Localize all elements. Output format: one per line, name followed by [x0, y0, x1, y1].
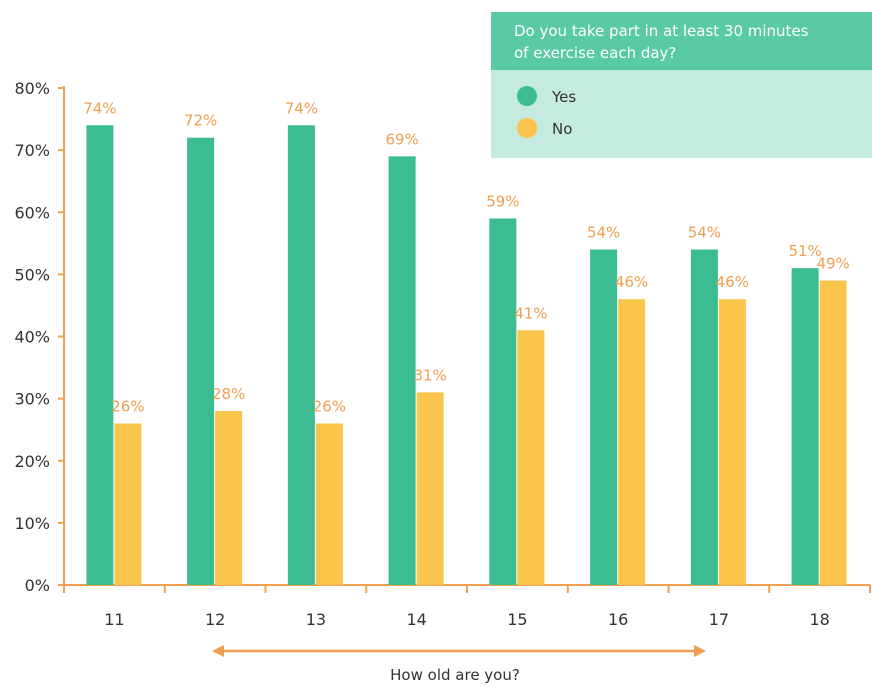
bar-no-15: [517, 330, 545, 585]
data-label-yes-14: 69%: [385, 130, 418, 148]
data-label-yes-16: 54%: [587, 224, 620, 242]
x-tick-label: 14: [406, 610, 426, 629]
bar-yes-11: [86, 125, 114, 586]
y-tick-label: 80%: [14, 79, 50, 98]
x-axis-arrow-right-head: [694, 645, 706, 657]
x-tick-label: 12: [205, 610, 225, 629]
bar-no-17: [718, 299, 746, 585]
data-label-no-16: 46%: [615, 273, 648, 291]
data-label-no-18: 49%: [816, 255, 849, 273]
data-label-yes-17: 54%: [688, 224, 721, 242]
legend-marker-yes: [517, 86, 537, 106]
data-label-yes-11: 74%: [83, 99, 116, 117]
y-tick-label: 10%: [14, 514, 50, 533]
y-tick-label: 20%: [14, 452, 50, 471]
x-tick-label: 17: [709, 610, 729, 629]
bar-no-14: [416, 392, 444, 585]
bar-no-18: [819, 280, 847, 585]
bar-yes-17: [690, 249, 718, 585]
y-tick-label: 60%: [14, 203, 50, 222]
legend-marker-no: [517, 118, 537, 138]
y-tick-label: 70%: [14, 141, 50, 160]
data-label-no-12: 28%: [212, 385, 245, 403]
bar-no-13: [315, 423, 343, 585]
bar-no-12: [215, 411, 243, 585]
x-tick-label: 18: [809, 610, 829, 629]
bar-yes-16: [590, 249, 618, 585]
bar-yes-14: [388, 156, 416, 585]
legend-label-no: No: [552, 120, 572, 138]
data-label-yes-15: 59%: [486, 192, 519, 210]
x-tick-label: 15: [507, 610, 527, 629]
data-label-no-13: 26%: [313, 397, 346, 415]
legend-header-background: [491, 12, 872, 70]
x-axis-title: How old are you?: [390, 666, 520, 684]
y-tick-label: 0%: [25, 576, 50, 595]
data-label-yes-18: 51%: [788, 242, 821, 260]
y-tick-label: 30%: [14, 390, 50, 409]
x-tick-label: 16: [608, 610, 628, 629]
y-tick-label: 40%: [14, 328, 50, 347]
bar-no-16: [618, 299, 646, 585]
bar-no-11: [114, 423, 142, 585]
data-label-no-14: 31%: [413, 366, 446, 384]
bar-yes-13: [287, 125, 315, 586]
data-label-no-17: 46%: [716, 273, 749, 291]
legend-label-yes: Yes: [551, 88, 576, 106]
x-tick-label: 13: [306, 610, 326, 629]
legend: Do you take part in at least 30 minutes …: [491, 12, 872, 158]
legend-title-line-2: of exercise each day?: [514, 44, 676, 62]
bar-yes-15: [489, 218, 517, 585]
legend-title-line-1: Do you take part in at least 30 minutes: [514, 22, 809, 40]
data-label-no-11: 26%: [111, 397, 144, 415]
x-tick-label: 11: [104, 610, 124, 629]
x-axis-title-group: How old are you?: [212, 645, 706, 684]
data-label-no-15: 41%: [514, 304, 547, 322]
data-label-yes-13: 74%: [285, 99, 318, 117]
y-axis: 0% 10% 20% 30% 40% 50% 60% 70% 80%: [14, 79, 65, 595]
legend-body-background: [491, 70, 872, 158]
y-tick-label: 50%: [14, 265, 50, 284]
bar-yes-12: [187, 137, 215, 585]
x-axis-arrow-left-head: [212, 645, 224, 657]
data-labels: 74% 72% 74% 69% 59% 54% 54% 51% 26% 28% 26% 31% 41% 4…: [83, 99, 850, 415]
data-label-yes-12: 72%: [184, 112, 217, 130]
bar-yes-18: [791, 268, 819, 585]
bars: [86, 125, 847, 586]
x-axis: 11 12 13 14 15 16 17 18: [63, 584, 871, 629]
